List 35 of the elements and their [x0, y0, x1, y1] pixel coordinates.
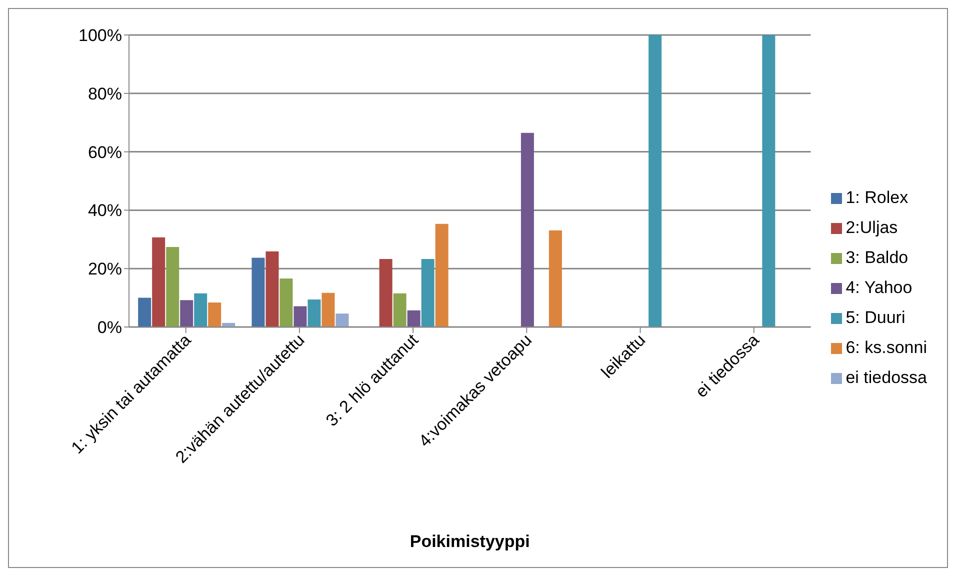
bar [166, 246, 180, 327]
legend-label: 4: Yahoo [846, 278, 912, 297]
bar [180, 300, 194, 327]
bar [294, 306, 307, 327]
y-tick-label: 20% [88, 260, 122, 279]
bar [266, 251, 279, 327]
bar [336, 314, 349, 327]
bar [648, 35, 662, 327]
bar [280, 278, 293, 327]
y-tick-label: 60% [88, 142, 122, 162]
legend-label: 5: Duuri [846, 308, 906, 327]
bar [308, 300, 321, 327]
legend-label: 2:Uljas [846, 218, 898, 237]
legend-label: 3: Baldo [846, 248, 908, 267]
bar [208, 302, 222, 327]
bar [407, 310, 420, 327]
bar [762, 35, 776, 327]
bar [393, 293, 406, 327]
legend-label: 6: ks.sonni [846, 338, 927, 357]
bar [379, 258, 392, 327]
y-tick-label: 40% [88, 201, 122, 220]
bar [421, 258, 434, 327]
bar [194, 293, 208, 327]
legend-label: 1: Rolex [846, 188, 908, 207]
y-tick-label: 100% [78, 26, 122, 46]
bar [138, 298, 152, 327]
y-tick-label: 0% [97, 318, 122, 338]
bar [520, 132, 534, 327]
y-tick-label: 80% [88, 84, 122, 104]
bar [548, 230, 562, 327]
bar [252, 258, 265, 327]
bar [152, 237, 166, 327]
x-axis-title: Poikimistyyppi [410, 532, 530, 551]
bar [435, 224, 448, 327]
bar [322, 292, 335, 327]
